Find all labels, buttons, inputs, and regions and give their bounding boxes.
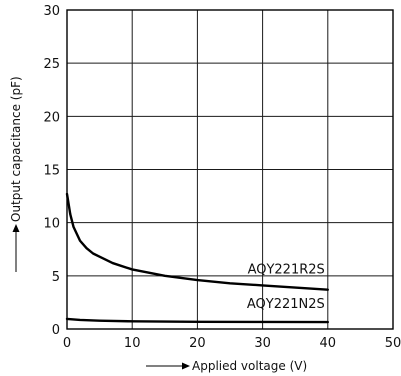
x-axis-arrow-head xyxy=(182,362,190,370)
x-axis-title: Applied voltage (V) xyxy=(146,359,307,373)
series-label-aqy221n2s: AQY221N2S xyxy=(247,297,325,312)
tick-labels: 0 10 20 30 40 50 0 5 10 15 20 25 30 xyxy=(43,4,401,351)
y-tick-label: 10 xyxy=(43,217,60,232)
y-tick-label: 0 xyxy=(52,323,60,338)
x-tick-label: 40 xyxy=(320,336,337,351)
x-tick-label: 20 xyxy=(189,336,206,351)
y-tick-label: 25 xyxy=(43,57,60,72)
x-tick-label: 10 xyxy=(124,336,141,351)
y-axis-label: Output capacitance (pF) xyxy=(9,76,23,222)
y-tick-label: 20 xyxy=(43,110,60,125)
data-series: AQY221R2S AQY221N2S xyxy=(65,192,329,324)
grid-lines xyxy=(66,9,394,330)
y-axis-title: Output capacitance (pF) xyxy=(9,76,23,272)
x-tick-label: 50 xyxy=(385,336,401,351)
x-tick-label: 30 xyxy=(254,336,271,351)
series-label-aqy221r2s: AQY221R2S xyxy=(248,263,325,278)
y-tick-label: 5 xyxy=(52,270,60,285)
plot-frame xyxy=(66,9,394,330)
y-tick-label: 15 xyxy=(43,164,60,179)
x-tick-label: 0 xyxy=(63,336,71,351)
series-line-aqy221r2s xyxy=(65,192,329,291)
x-axis-label: Applied voltage (V) xyxy=(192,359,307,373)
series-line-aqy221n2s xyxy=(65,317,329,324)
y-axis-arrow-head xyxy=(12,224,20,232)
y-tick-label: 30 xyxy=(43,4,60,19)
